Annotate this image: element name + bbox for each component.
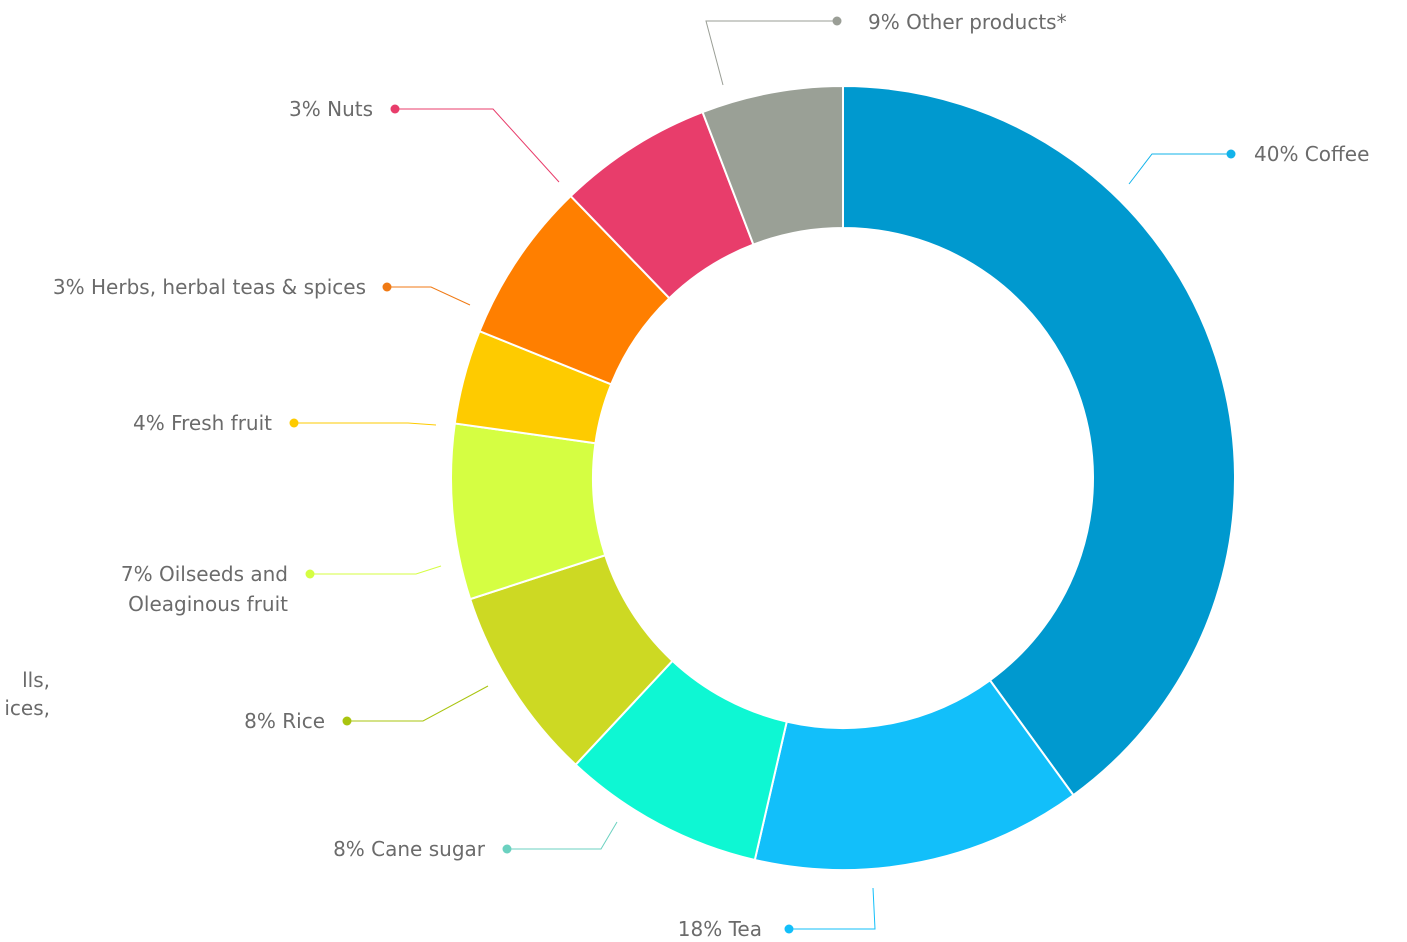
leader-line-8	[705, 20, 837, 86]
slice-label-1: 18% Tea	[678, 917, 762, 941]
slice-label-3: 8% Rice	[244, 709, 325, 733]
chart-labels: 40% Coffee 18% Tea 8% Cane sugar 8% Rice 7% …	[53, 10, 1369, 941]
leader-dot-4	[305, 569, 315, 579]
slice-8	[701, 84, 844, 246]
leader-dot-0	[1226, 149, 1236, 159]
slice-label-8: 9% Other products*	[868, 10, 1067, 34]
leader-line-4	[310, 565, 442, 575]
cut-off-line-1: lls,	[22, 668, 50, 692]
chart-slices	[450, 84, 1236, 871]
slice-label-5: 4% Fresh fruit	[133, 411, 272, 435]
slice-label-7: 3% Nuts	[289, 97, 373, 121]
cut-off-label: lls, ices,	[0, 666, 50, 722]
leader-line-7	[395, 108, 560, 183]
leader-line-5	[294, 422, 437, 426]
slice-label-0: 40% Coffee	[1254, 142, 1369, 166]
leader-dot-6	[382, 282, 392, 292]
cut-off-line-2: ices,	[4, 696, 50, 720]
slice-label-2: 8% Cane sugar	[333, 837, 486, 861]
leader-dot-5	[289, 418, 299, 428]
slice-0	[842, 84, 1236, 797]
leader-dot-2	[502, 844, 512, 854]
leader-line-0	[1128, 153, 1231, 185]
leader-line-6	[387, 286, 471, 306]
chart-leader-lines	[289, 16, 1236, 934]
leader-line-1	[789, 887, 876, 930]
slice-label-4-line-0: 7% Oilseeds and	[121, 562, 288, 586]
leader-dot-1	[784, 924, 794, 934]
slice-label-4-line-1: Oleaginous fruit	[128, 592, 288, 616]
leader-dot-8	[832, 16, 842, 26]
leader-line-3	[347, 685, 489, 722]
slice-label-6: 3% Herbs, herbal teas & spices	[53, 275, 366, 299]
leader-dot-7	[390, 104, 400, 114]
leader-dot-3	[342, 716, 352, 726]
leader-line-2	[507, 821, 618, 850]
